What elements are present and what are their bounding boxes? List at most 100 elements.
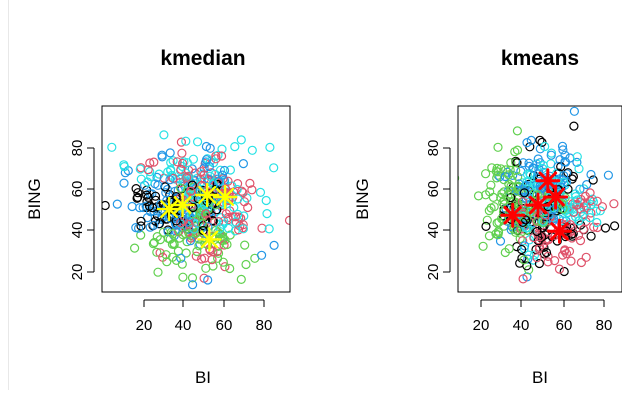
x-tick-label: 40 <box>175 317 192 334</box>
data-point <box>154 219 164 229</box>
data-point <box>522 177 532 187</box>
data-point <box>219 165 230 176</box>
data-point <box>145 158 155 168</box>
data-point <box>609 221 620 231</box>
x-tick-label: 20 <box>136 317 153 334</box>
data-point <box>182 158 192 168</box>
data-point <box>493 142 503 152</box>
data-point <box>170 186 180 196</box>
data-point <box>163 227 173 237</box>
data-point <box>566 256 576 266</box>
data-point <box>495 236 506 246</box>
y-tick-label: 80 <box>425 140 442 157</box>
data-point <box>609 199 619 209</box>
data-point <box>518 274 528 284</box>
y-tick-label: 20 <box>69 264 86 281</box>
data-point <box>506 181 516 191</box>
data-point <box>262 209 272 219</box>
data-point <box>585 188 595 198</box>
data-point <box>581 252 591 262</box>
data-point <box>543 257 553 267</box>
data-point <box>541 247 552 258</box>
data-point <box>188 280 198 290</box>
data-point <box>201 155 212 165</box>
chart-panel-kmeans: kmeans 20 40 60 80 20 40 60 80 BI BING <box>353 47 622 387</box>
data-point <box>159 130 169 140</box>
data-point <box>269 163 279 173</box>
cluster-center <box>194 182 220 208</box>
data-point <box>557 141 568 151</box>
data-point <box>585 213 595 223</box>
data-point <box>499 195 509 205</box>
data-point <box>540 141 550 152</box>
data-point <box>143 165 153 175</box>
data-point <box>201 263 211 273</box>
data-point <box>184 219 194 229</box>
data-point <box>177 148 187 158</box>
data-point <box>217 151 227 161</box>
data-point <box>197 218 207 229</box>
data-point <box>518 158 528 168</box>
data-point <box>532 253 542 263</box>
data-point <box>578 224 589 234</box>
data-point <box>484 231 494 241</box>
data-point <box>172 157 182 167</box>
x-tick-label: 40 <box>513 317 530 334</box>
data-point <box>149 157 159 167</box>
window-edge <box>8 0 9 390</box>
data-point <box>516 244 527 255</box>
data-point <box>531 181 541 191</box>
y-tick-label: 40 <box>425 222 442 239</box>
data-point <box>199 170 209 180</box>
data-point <box>208 246 218 257</box>
x-tick-label: 80 <box>256 317 273 334</box>
data-point <box>543 251 553 261</box>
cluster-center <box>543 184 569 210</box>
data-point <box>233 179 243 189</box>
plot-frame <box>101 105 291 293</box>
data-point <box>213 217 224 227</box>
data-point <box>171 255 181 265</box>
data-point <box>230 212 241 222</box>
data-point <box>176 164 186 174</box>
plot-frame <box>457 105 622 293</box>
data-point <box>233 209 243 219</box>
data-point <box>529 250 540 260</box>
data-point <box>187 273 198 283</box>
data-point <box>162 195 172 206</box>
data-point <box>589 222 599 232</box>
point-cloud <box>92 130 290 290</box>
data-point <box>133 188 143 198</box>
data-point <box>142 177 153 187</box>
y-tick-label: 60 <box>69 181 86 198</box>
data-point <box>264 224 274 234</box>
data-point <box>245 178 255 188</box>
data-point <box>219 175 229 185</box>
data-point <box>497 189 507 199</box>
data-point <box>569 121 579 131</box>
data-point <box>511 225 522 235</box>
data-point <box>166 165 176 175</box>
data-point <box>569 106 580 116</box>
data-point <box>188 202 198 213</box>
data-point <box>213 248 224 258</box>
data-point <box>493 228 504 238</box>
data-point <box>119 178 129 188</box>
data-point <box>191 251 201 261</box>
data-point <box>560 157 570 167</box>
data-point <box>567 229 577 239</box>
data-point <box>225 165 235 175</box>
data-point <box>526 135 536 145</box>
data-point <box>102 200 110 211</box>
data-point <box>498 197 508 208</box>
data-point <box>205 143 215 153</box>
data-point <box>534 258 545 269</box>
data-point <box>213 177 224 187</box>
y-tick-label: 80 <box>69 140 86 157</box>
data-point <box>561 249 572 259</box>
y-axis-label: BING <box>353 178 372 220</box>
data-point <box>92 237 100 245</box>
data-point <box>558 145 568 155</box>
data-point <box>538 216 548 226</box>
